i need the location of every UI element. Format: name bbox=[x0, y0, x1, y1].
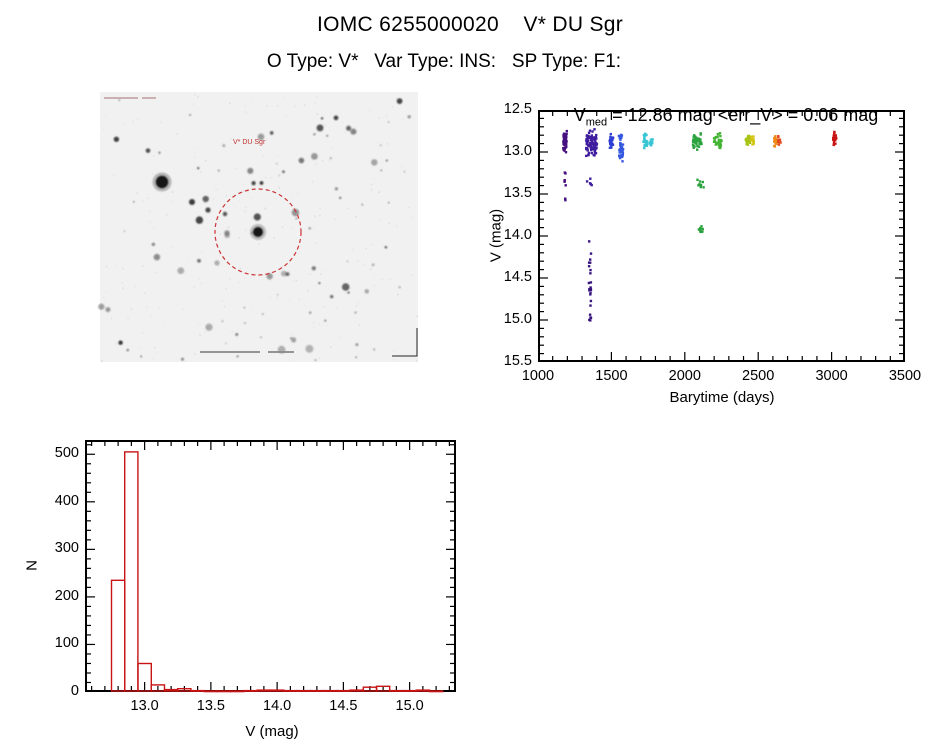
lc-y-tick-label: 13.5 bbox=[503, 185, 532, 201]
svg-text:V* DU Sgr: V* DU Sgr bbox=[233, 139, 266, 146]
hist-x-tick-label: 14.0 bbox=[263, 698, 292, 714]
lc-x-tick-label: 3500 bbox=[888, 368, 922, 384]
lc-title-subscript: med bbox=[585, 116, 608, 129]
hist-y-tick-label: 200 bbox=[54, 587, 79, 604]
hist-y-tick-label: 0 bbox=[70, 683, 79, 699]
histogram-x-axis-label: V (mag) bbox=[245, 723, 299, 740]
lc-y-tick-label: 12.5 bbox=[503, 101, 532, 117]
lc-y-tick-label: 13.0 bbox=[503, 143, 532, 159]
lc-x-tick-label: 1000 bbox=[521, 368, 555, 384]
lc-x-tick-label: 2500 bbox=[742, 368, 775, 384]
lc-y-tick-label: 15.0 bbox=[503, 311, 532, 327]
lc-y-tick-label: 14.0 bbox=[503, 227, 532, 243]
histogram-plot bbox=[85, 440, 456, 693]
lightcurve-plot bbox=[538, 110, 905, 362]
lc-x-tick-label: 1500 bbox=[595, 368, 628, 384]
page-title: IOMC 6255000020 V* DU Sgr bbox=[316, 13, 624, 36]
hist-y-tick-label: 400 bbox=[54, 492, 79, 509]
lc-x-tick-label: 2000 bbox=[668, 368, 701, 384]
hist-x-tick-label: 15.0 bbox=[395, 698, 424, 714]
hist-y-tick-label: 300 bbox=[54, 540, 79, 557]
lc-y-tick-label: 14.5 bbox=[503, 269, 532, 285]
lightcurve-x-axis-label: Barytime (days) bbox=[669, 389, 775, 406]
hist-y-tick-label: 100 bbox=[54, 635, 79, 652]
starfield-image: V* DU Sgr bbox=[98, 92, 419, 362]
hist-x-tick-label: 13.5 bbox=[196, 698, 225, 714]
hist-y-tick-label: 500 bbox=[54, 445, 79, 462]
hist-x-tick-label: 14.5 bbox=[329, 698, 358, 714]
lc-y-tick-label: 15.5 bbox=[503, 353, 532, 369]
lc-x-tick-label: 3000 bbox=[815, 368, 848, 384]
page-subtitle: O Type: V* Var Type: INS: SP Type: F1: bbox=[266, 51, 622, 72]
hist-x-tick-label: 13.0 bbox=[130, 698, 159, 714]
finder-chart-panel: V* DU Sgr bbox=[98, 92, 419, 362]
